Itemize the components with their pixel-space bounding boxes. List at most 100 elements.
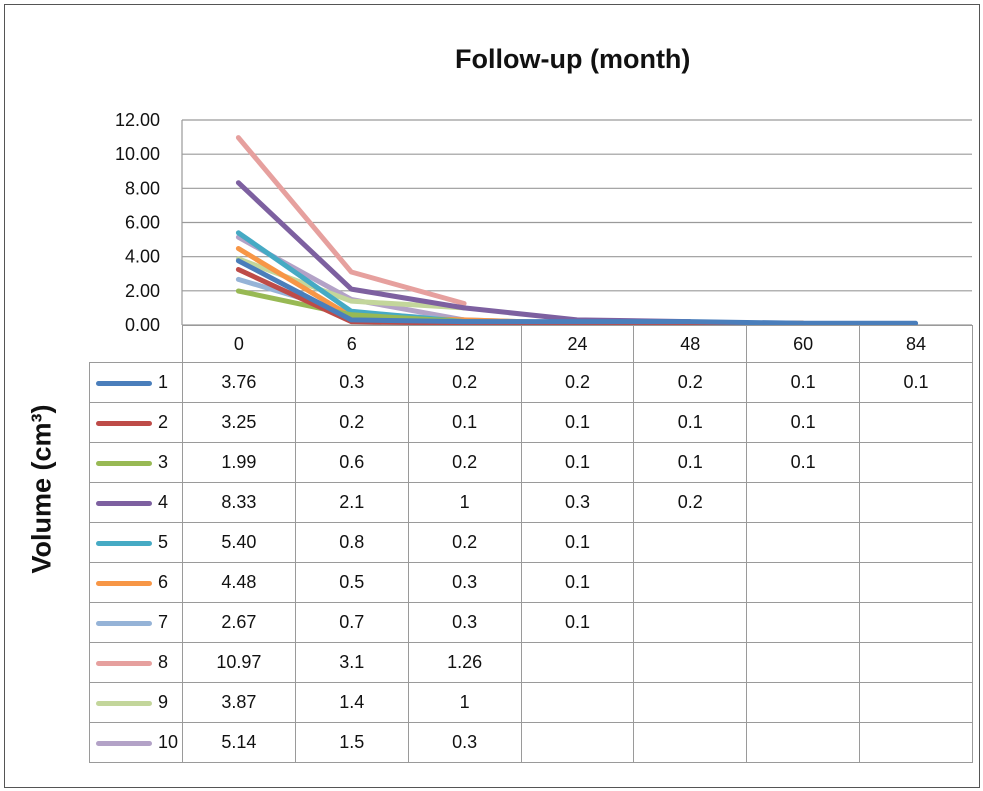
table-row: 1 3.76 0.3 0.2 0.2 0.2 0.1 0.1 (89, 362, 973, 403)
data-cell: 0.2 (407, 442, 522, 483)
data-cell (746, 642, 861, 683)
table-row: 5 5.40 0.8 0.2 0.1 (89, 522, 973, 563)
data-cell: 0.1 (407, 402, 522, 443)
table-row: 7 2.67 0.7 0.3 0.1 (89, 602, 973, 643)
data-cell: 5.14 (182, 722, 296, 763)
x-category-label: 6 (294, 325, 409, 363)
data-cell (520, 682, 635, 723)
gridlines (181, 119, 972, 326)
y-tick-label: 4.00 (125, 247, 160, 267)
data-cell: 0.1 (746, 442, 861, 483)
chart-title: Follow-up (month) (455, 44, 691, 74)
category-header-row: 0 6 12 24 48 60 84 (89, 325, 973, 363)
legend-entry: 5 (89, 522, 183, 563)
table-row: 9 3.87 1.4 1 (89, 682, 973, 723)
legend-label: 5 (158, 532, 169, 552)
legend-label: 9 (158, 692, 169, 712)
series-lines (235, 135, 919, 326)
data-cell (859, 482, 973, 523)
data-cell (859, 402, 973, 443)
data-cell: 0.6 (294, 442, 409, 483)
data-cell: 2.67 (182, 602, 296, 643)
data-cell (859, 562, 973, 603)
legend-entry: 7 (89, 602, 183, 643)
x-category-label: 24 (520, 325, 635, 363)
legend-label: 4 (158, 492, 169, 512)
legend-label: 1 (158, 372, 169, 392)
legend-swatch (96, 420, 152, 426)
data-cell: 0.2 (633, 362, 748, 403)
legend-swatch (96, 460, 152, 466)
data-cell: 0.1 (746, 362, 861, 403)
legend-swatch (96, 500, 152, 506)
data-cell (746, 482, 861, 523)
data-cell (520, 722, 635, 763)
data-cell: 8.33 (182, 482, 296, 523)
data-cell: 0.1 (520, 402, 635, 443)
data-cell: 1.99 (182, 442, 296, 483)
x-category-label: 60 (746, 325, 861, 363)
x-category-label: 48 (633, 325, 748, 363)
data-cell (859, 682, 973, 723)
data-cell: 0.2 (520, 362, 635, 403)
legend-label: 10 (158, 732, 179, 752)
data-cell (746, 522, 861, 563)
legend-entry: 1 (89, 362, 183, 403)
table-row: 10 5.14 1.5 0.3 (89, 722, 973, 763)
data-cell: 1 (407, 482, 522, 523)
data-cell: 0.3 (407, 602, 522, 643)
data-cell: 0.3 (407, 562, 522, 603)
data-cell: 0.1 (520, 562, 635, 603)
data-cell: 0.2 (294, 402, 409, 443)
legend-label: 7 (158, 612, 169, 632)
data-cell: 0.1 (746, 402, 861, 443)
legend-entry: 2 (89, 402, 183, 443)
data-cell: 0.1 (520, 522, 635, 563)
legend-swatch (96, 380, 152, 386)
legend-label: 8 (158, 652, 169, 672)
data-cell (633, 602, 748, 643)
data-cell: 10.97 (182, 642, 296, 683)
data-cell (520, 642, 635, 683)
legend-swatch (96, 700, 152, 706)
legend-entry: 8 (89, 642, 183, 683)
data-cell: 0.3 (407, 722, 522, 763)
data-cell (859, 642, 973, 683)
data-cell: 0.2 (407, 362, 522, 403)
series-line-8 (235, 135, 467, 306)
data-cell: 5.40 (182, 522, 296, 563)
series-line-1 (235, 258, 919, 326)
legend-swatch (96, 740, 152, 746)
data-cell: 3.25 (182, 402, 296, 443)
data-cell: 0.8 (294, 522, 409, 563)
data-cell (859, 722, 973, 763)
table-corner (89, 325, 183, 363)
legend-entry: 4 (89, 482, 183, 523)
data-cell: 0.3 (294, 362, 409, 403)
data-cell: 0.2 (407, 522, 522, 563)
legend-entry: 9 (89, 682, 183, 723)
table-row: 2 3.25 0.2 0.1 0.1 0.1 0.1 (89, 402, 973, 443)
data-cell: 0.5 (294, 562, 409, 603)
data-cell: 1.5 (294, 722, 409, 763)
table-row: 3 1.99 0.6 0.2 0.1 0.1 0.1 (89, 442, 973, 483)
legend-label: 2 (158, 412, 169, 432)
data-cell: 0.1 (520, 442, 635, 483)
data-cell (746, 562, 861, 603)
data-cell (633, 722, 748, 763)
data-cell (859, 442, 973, 483)
table-row: 8 10.97 3.1 1.26 (89, 642, 973, 683)
y-tick-label: 8.00 (125, 178, 160, 198)
y-tick-label: 12.00 (115, 110, 160, 130)
data-cell (633, 642, 748, 683)
data-cell (633, 562, 748, 603)
data-cell: 0.7 (294, 602, 409, 643)
data-cell (859, 522, 973, 563)
x-category-label: 0 (182, 325, 296, 363)
data-cell: 1.4 (294, 682, 409, 723)
data-cell: 0.2 (633, 482, 748, 523)
data-cell: 3.1 (294, 642, 409, 683)
data-cell: 3.87 (182, 682, 296, 723)
